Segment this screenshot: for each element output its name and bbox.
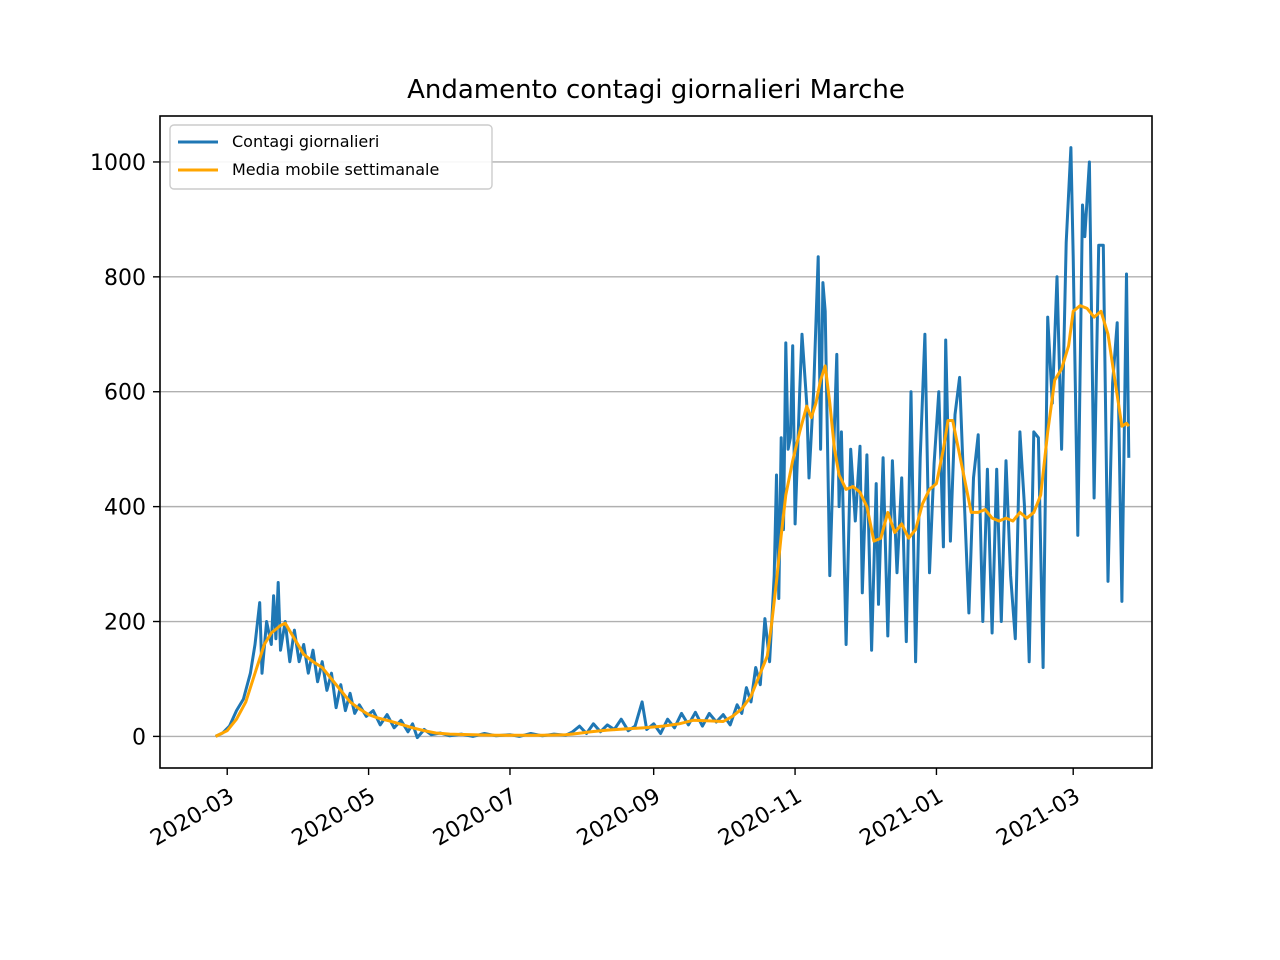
y-tick-label: 400 bbox=[104, 496, 146, 521]
y-tick-label: 200 bbox=[104, 611, 146, 636]
y-tick-label: 0 bbox=[132, 725, 146, 750]
y-axis: 0 200 400 600 800 1000 bbox=[90, 151, 160, 750]
legend: Contagi giornalieri Media mobile settima… bbox=[169, 124, 493, 190]
plot-series bbox=[214, 146, 1131, 740]
series-line-contagi-giornalieri bbox=[214, 146, 1131, 740]
y-tick-label: 1000 bbox=[90, 151, 146, 176]
y-tick-label: 600 bbox=[104, 381, 146, 406]
legend-label-media-mobile: Media mobile settimanale bbox=[232, 160, 439, 179]
plot-frame bbox=[159, 115, 1153, 769]
legend-label-contagi: Contagi giornalieri bbox=[232, 132, 379, 151]
chart-title: Andamento contagi giornalieri Marche bbox=[407, 75, 905, 105]
y-tick-label: 800 bbox=[104, 266, 146, 291]
series-line-media-mobile bbox=[214, 304, 1130, 738]
legend-box bbox=[169, 124, 493, 190]
grid-lines bbox=[160, 161, 1152, 738]
